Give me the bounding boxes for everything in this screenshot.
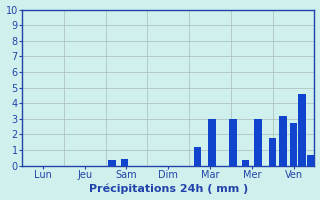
Bar <box>208 119 216 166</box>
Bar <box>279 116 287 166</box>
Bar <box>269 138 276 166</box>
X-axis label: Précipitations 24h ( mm ): Précipitations 24h ( mm ) <box>89 184 248 194</box>
Bar <box>108 160 116 166</box>
Bar <box>229 119 237 166</box>
Bar <box>194 147 201 166</box>
Bar <box>121 159 128 166</box>
Bar <box>254 119 262 166</box>
Bar <box>290 123 297 166</box>
Bar <box>307 155 314 166</box>
Bar <box>298 94 306 166</box>
Bar <box>242 160 249 166</box>
